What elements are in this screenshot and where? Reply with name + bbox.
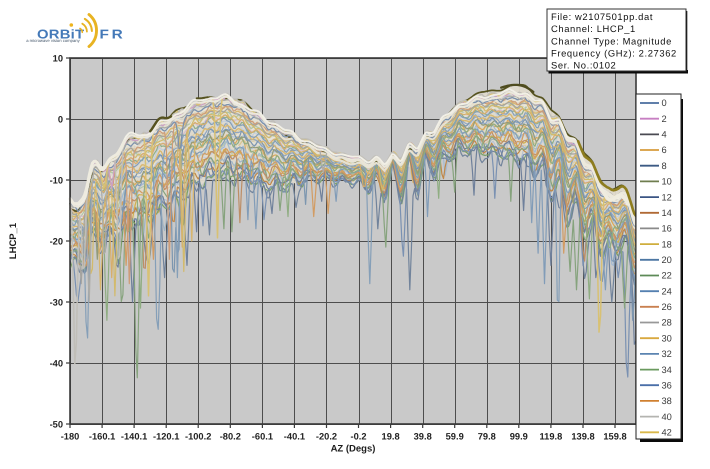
svg-text:-120.1: -120.1 bbox=[153, 431, 179, 441]
svg-text:26: 26 bbox=[662, 302, 672, 312]
svg-text:-80.2: -80.2 bbox=[220, 431, 241, 441]
svg-text:LHCP_1: LHCP_1 bbox=[8, 222, 19, 259]
svg-text:34: 34 bbox=[662, 365, 672, 375]
svg-text:38: 38 bbox=[662, 396, 672, 406]
svg-text:Channel: LHCP_1: Channel: LHCP_1 bbox=[551, 23, 636, 34]
svg-text:2: 2 bbox=[662, 114, 667, 124]
svg-text:Frequency (GHz): 2.27362: Frequency (GHz): 2.27362 bbox=[551, 48, 677, 59]
svg-text:-40: -40 bbox=[50, 359, 63, 369]
svg-text:14: 14 bbox=[662, 208, 672, 218]
svg-text:0: 0 bbox=[58, 115, 63, 125]
svg-text:79.8: 79.8 bbox=[478, 431, 496, 441]
svg-text:-60.1: -60.1 bbox=[252, 431, 273, 441]
svg-text:10: 10 bbox=[662, 177, 672, 187]
svg-text:24: 24 bbox=[662, 286, 672, 296]
svg-text:Ser. No.:0102: Ser. No.:0102 bbox=[551, 60, 616, 71]
svg-text:-50: -50 bbox=[50, 420, 63, 430]
svg-text:-140.1: -140.1 bbox=[121, 431, 147, 441]
svg-text:139.8: 139.8 bbox=[571, 431, 594, 441]
svg-text:99.9: 99.9 bbox=[510, 431, 528, 441]
svg-text:10: 10 bbox=[53, 54, 63, 64]
svg-text:16: 16 bbox=[662, 224, 672, 234]
svg-text:59.9: 59.9 bbox=[446, 431, 464, 441]
svg-text:19.8: 19.8 bbox=[382, 431, 400, 441]
svg-text:a microwave vision company: a microwave vision company bbox=[26, 38, 80, 43]
svg-text:159.8: 159.8 bbox=[603, 431, 626, 441]
svg-text:32: 32 bbox=[662, 349, 672, 359]
svg-text:FR: FR bbox=[100, 26, 126, 41]
svg-text:28: 28 bbox=[662, 318, 672, 328]
svg-text:22: 22 bbox=[662, 271, 672, 281]
svg-text:4: 4 bbox=[662, 130, 667, 140]
svg-text:30: 30 bbox=[662, 333, 672, 343]
svg-text:ORBiT: ORBiT bbox=[37, 27, 85, 41]
svg-text:18: 18 bbox=[662, 239, 672, 249]
svg-text:8: 8 bbox=[662, 161, 667, 171]
svg-text:-100.2: -100.2 bbox=[185, 431, 211, 441]
svg-text:39.8: 39.8 bbox=[414, 431, 432, 441]
svg-text:119.8: 119.8 bbox=[540, 431, 563, 441]
svg-text:-30: -30 bbox=[50, 298, 63, 308]
svg-text:AZ (Degs): AZ (Degs) bbox=[331, 444, 376, 455]
svg-text:0: 0 bbox=[662, 98, 667, 108]
svg-text:40: 40 bbox=[662, 412, 672, 422]
svg-text:-20: -20 bbox=[50, 237, 63, 247]
svg-text:20: 20 bbox=[662, 255, 672, 265]
svg-text:-20.2: -20.2 bbox=[316, 431, 337, 441]
svg-text:-180: -180 bbox=[61, 431, 80, 441]
svg-text:-160.1: -160.1 bbox=[89, 431, 115, 441]
svg-text:6: 6 bbox=[662, 145, 667, 155]
svg-text:-0.2: -0.2 bbox=[350, 431, 366, 441]
svg-text:File: w2107501pp.dat: File: w2107501pp.dat bbox=[551, 11, 653, 22]
svg-text:12: 12 bbox=[662, 192, 672, 202]
svg-text:Channel Type: Magnitude: Channel Type: Magnitude bbox=[551, 35, 672, 46]
svg-text:36: 36 bbox=[662, 380, 672, 390]
svg-text:-40.1: -40.1 bbox=[284, 431, 305, 441]
svg-text:42: 42 bbox=[662, 428, 672, 438]
svg-text:-10: -10 bbox=[50, 176, 63, 186]
